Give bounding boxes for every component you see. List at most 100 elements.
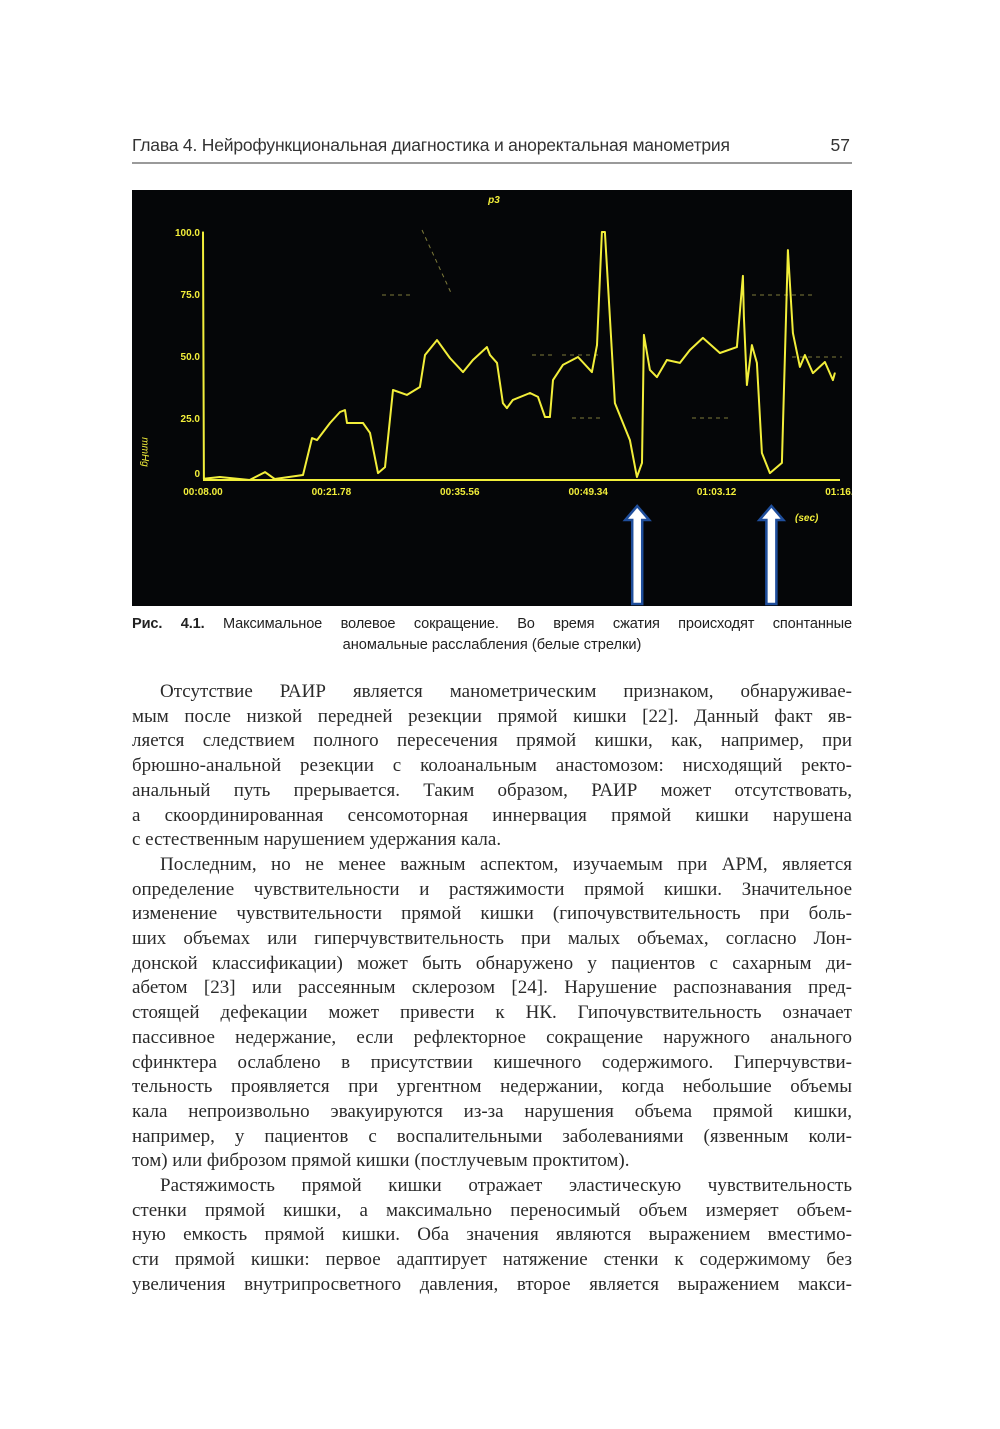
white-arrow-icon [622,504,652,606]
data-point [591,371,593,373]
paragraph-2-line: абетом [23] или рассеянным склерозом [24… [132,977,852,999]
data-point [643,334,645,336]
data-point [362,422,364,424]
grid-fragment [421,229,453,296]
paragraph-3-line: сти прямой кишки: первое адаптирует натя… [132,1249,852,1271]
manometry-chart: 0 25.0 50.0 75.0 100.0 00:08.00 00:21.78 00:35.… [132,190,852,606]
data-point [702,337,704,339]
data-point [614,402,616,404]
data-point [604,231,606,233]
data-point [736,346,738,348]
data-point [512,399,514,401]
paragraph-1-line: анальный путь прерывается. Таким образом… [132,779,852,801]
data-point [392,389,394,391]
data-point [377,472,379,474]
paragraph-1-line: с естественным нарушением удержания кала… [132,829,502,851]
paragraph-1-line: мым после низкой передней резекции прямо… [132,705,852,727]
data-point [666,359,668,361]
data-point [436,339,438,341]
paragraph-2-line: кала непроизвольно эвакуируются из-за на… [132,1100,852,1122]
data-point [824,361,826,363]
data-point [756,362,758,364]
data-point [339,411,341,413]
y-tick-label: 25.0 [181,414,201,425]
data-point [792,332,794,334]
data-point [761,452,763,454]
paragraph-1-line: брюшно-анальной резекции с колоанальным … [132,755,852,777]
paragraph-2-line: тельность проявляется при ургентном неде… [132,1076,852,1098]
data-point [529,392,531,394]
data-point [449,357,451,359]
data-point [799,366,801,368]
white-arrow-icon [756,504,787,606]
paragraph-2-line: определение чувствительности и растяжимо… [132,878,852,900]
data-point [746,384,748,386]
paragraph-2-line: донской классификации) может быть обнару… [132,952,852,974]
data-point [649,369,651,371]
figure-caption: Рис. 4.1. Максимальное волевое сокращени… [132,614,852,656]
header-rule [132,162,852,164]
data-point [832,379,834,381]
data-point [656,376,658,378]
x-axis-label: (sec) [795,513,819,524]
y-tick-label: 100.0 [175,228,200,239]
chart-background [132,190,852,606]
paragraph-1-line: ляется следствием полного пересечения пр… [132,730,852,752]
paragraph-2-line: том) или фиброзом прямой кишки (постлуче… [132,1150,630,1172]
data-point [462,371,464,373]
data-point [804,354,806,356]
data-point [311,437,313,439]
data-point [834,372,836,374]
data-point [689,349,691,351]
data-point [202,231,204,233]
data-point [302,474,304,476]
x-tick-label: 00:08.00 [183,487,223,498]
data-point [596,344,598,346]
paragraph-3-line: стенки прямой кишки, а максимально перен… [132,1199,852,1221]
chapter-title: Глава 4. Нейрофункциональная диагностика… [132,135,730,155]
data-point [537,396,539,398]
data-point [346,422,348,424]
data-point [787,249,789,251]
data-point [248,479,251,481]
y-axis-label: mmHg [139,437,150,467]
x-tick-label: 00:35.56 [440,487,480,498]
running-header: Глава 4. Нейрофункциональная диагностика… [132,133,852,157]
data-point [577,356,579,358]
chart-title: p3 [487,195,500,206]
data-point [273,478,276,480]
data-point [472,359,474,361]
data-point [264,471,266,473]
data-point [496,362,498,364]
data-point [369,432,371,434]
paragraph-2-line: пассивное недержание, если рефлекторное … [132,1026,852,1048]
x-tick-label: 01:03.12 [697,487,737,498]
caption-text-2: аномальные расслабления (белые стрелки) [342,637,642,653]
paragraph-1-line: а скоординированная сенсомоторная иннерв… [132,804,852,826]
data-point [419,386,421,388]
body-text: Отсутствие РАИР является манометрическим… [132,680,852,1298]
caption-text-1: Максимальное волевое сокращение. Во врем… [222,616,852,632]
data-point [743,316,745,318]
data-point [329,422,331,424]
paragraph-2-line: сфинктера ослаблено в присутствии кишечн… [132,1051,852,1073]
data-point [218,476,221,478]
data-point [641,462,643,464]
data-point [781,462,783,464]
data-point [316,439,318,441]
paragraph-2-line: ших объемах или гиперчувствительность пр… [132,928,852,950]
data-point [679,362,681,364]
data-point [769,472,771,474]
data-point [601,231,603,233]
data-point [552,379,554,381]
data-point [719,352,721,354]
paragraph-2-line: Последним, но не менее важным аспектом, … [160,853,852,875]
data-point [812,372,814,374]
paragraph-2-line: стоящей дефекации может привести к НК. Г… [132,1002,852,1024]
data-point [742,275,744,277]
paragraph-3-line: увеличения внутрипросветного давления, в… [132,1273,852,1295]
data-point [406,394,408,396]
data-point [629,439,631,441]
paragraph-2-line: например, у пациентов с воспалительными … [132,1125,852,1147]
data-point [506,407,508,409]
